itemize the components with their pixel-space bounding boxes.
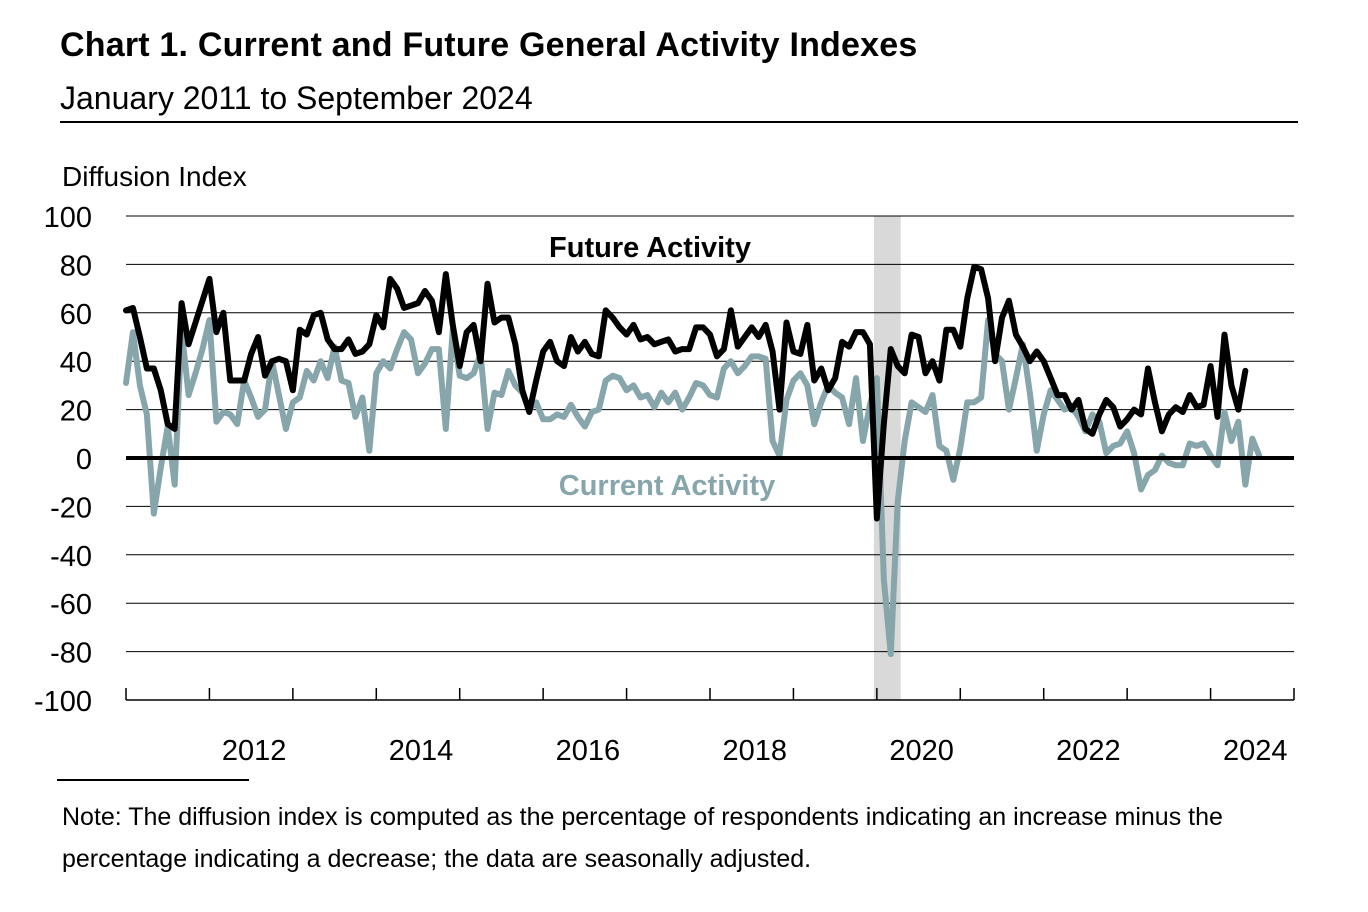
y-axis-label: Diffusion Index xyxy=(62,161,247,192)
x-tick-label: 2018 xyxy=(722,735,787,767)
y-tick-label: 100 xyxy=(44,202,92,234)
chart-subtitle: January 2011 to September 2024 xyxy=(60,80,533,116)
note-rule xyxy=(57,779,249,781)
y-tick-label: -40 xyxy=(50,541,92,573)
tick-labels-layer: 100 80 60 40 20 0 -20 -40 -60 -80 -100 2012 2014 2016… xyxy=(34,202,1288,767)
y-tick-label: 20 xyxy=(60,396,92,428)
x-tick-label: 2024 xyxy=(1223,735,1288,767)
title-rule xyxy=(60,121,1298,123)
current-activity-annotation: Current Activity xyxy=(559,470,775,502)
y-tick-label: 0 xyxy=(76,444,92,476)
chart-note: Note: The diffusion index is computed as… xyxy=(62,803,1223,873)
y-tick-label: 40 xyxy=(60,347,92,379)
x-tick-label: 2014 xyxy=(389,735,454,767)
y-tick-label: 80 xyxy=(60,250,92,282)
y-tick-label: -60 xyxy=(50,589,92,621)
x-axis-layer xyxy=(125,688,1295,701)
x-tick-label: 2012 xyxy=(222,735,287,767)
y-tick-label: -100 xyxy=(34,686,92,718)
series-layer xyxy=(123,263,1294,658)
x-tick-label: 2022 xyxy=(1056,735,1121,767)
y-tick-label: -20 xyxy=(50,492,92,524)
x-tick-label: 2020 xyxy=(889,735,954,767)
y-tick-label: -80 xyxy=(50,638,92,670)
x-tick-label: 2016 xyxy=(556,735,621,767)
future-activity-line xyxy=(123,263,1249,522)
y-tick-label: 60 xyxy=(60,299,92,331)
chart-title: Chart 1. Current and Future General Acti… xyxy=(60,26,918,64)
future-activity-annotation: Future Activity xyxy=(549,232,751,264)
